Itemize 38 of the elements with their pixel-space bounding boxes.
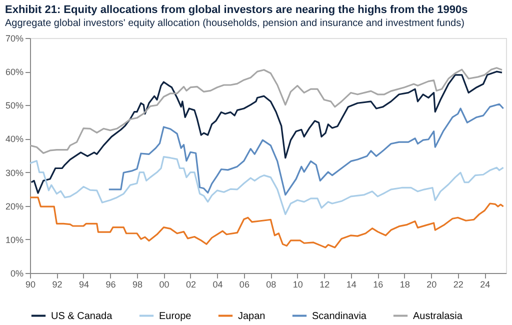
legend-label: Australasia <box>413 310 463 322</box>
x-tick-label: 22 <box>453 280 464 290</box>
x-tick-label: 14 <box>346 280 356 290</box>
x-tick-label: 16 <box>373 280 384 290</box>
x-tick-label: 92 <box>52 280 62 290</box>
legend-label: Japan <box>238 310 266 322</box>
x-tick-label: 90 <box>25 280 36 290</box>
y-tick-label: 70% <box>5 34 24 44</box>
x-tick-label: 18 <box>400 280 410 290</box>
y-tick-label: 40% <box>5 134 24 144</box>
x-tick-label: 08 <box>266 280 276 290</box>
chart-subtitle: Aggregate global investors' equity allocation (households, pension and insurance and investment funds) <box>4 18 464 29</box>
x-tick-label: 04 <box>212 280 223 290</box>
line-series <box>29 196 504 248</box>
chart-title: Exhibit 21: Equity allocations from global investors are nearing the highs from the 1990s <box>4 4 468 16</box>
x-tick-label: 20 <box>426 280 437 290</box>
x-tick-label: 96 <box>106 280 116 290</box>
y-tick-label: 50% <box>5 100 24 111</box>
legend-label: Scandinavia <box>312 310 367 322</box>
line-series <box>29 156 504 216</box>
y-tick-label: 30% <box>5 168 24 178</box>
x-tick-label: 24 <box>480 280 490 290</box>
x-tick-label: 94 <box>78 280 89 290</box>
line-series <box>30 70 503 194</box>
x-tick-label: 98 <box>132 280 142 290</box>
line-series <box>108 103 504 196</box>
x-tick-label: 02 <box>186 280 196 290</box>
x-tick-label: 12 <box>320 280 330 290</box>
y-tick-label: 60% <box>5 67 24 78</box>
x-tick-label: 10 <box>292 280 303 290</box>
y-tick-label: 0% <box>10 268 24 278</box>
y-tick-label: 20% <box>5 201 24 212</box>
line-series <box>29 67 503 154</box>
legend-label: US & Canada <box>51 310 113 322</box>
x-tick-label: 06 <box>239 280 250 290</box>
x-tick-label: 00 <box>159 280 170 290</box>
y-tick-label: 10% <box>5 234 24 245</box>
legend-label: Europe <box>159 310 192 322</box>
